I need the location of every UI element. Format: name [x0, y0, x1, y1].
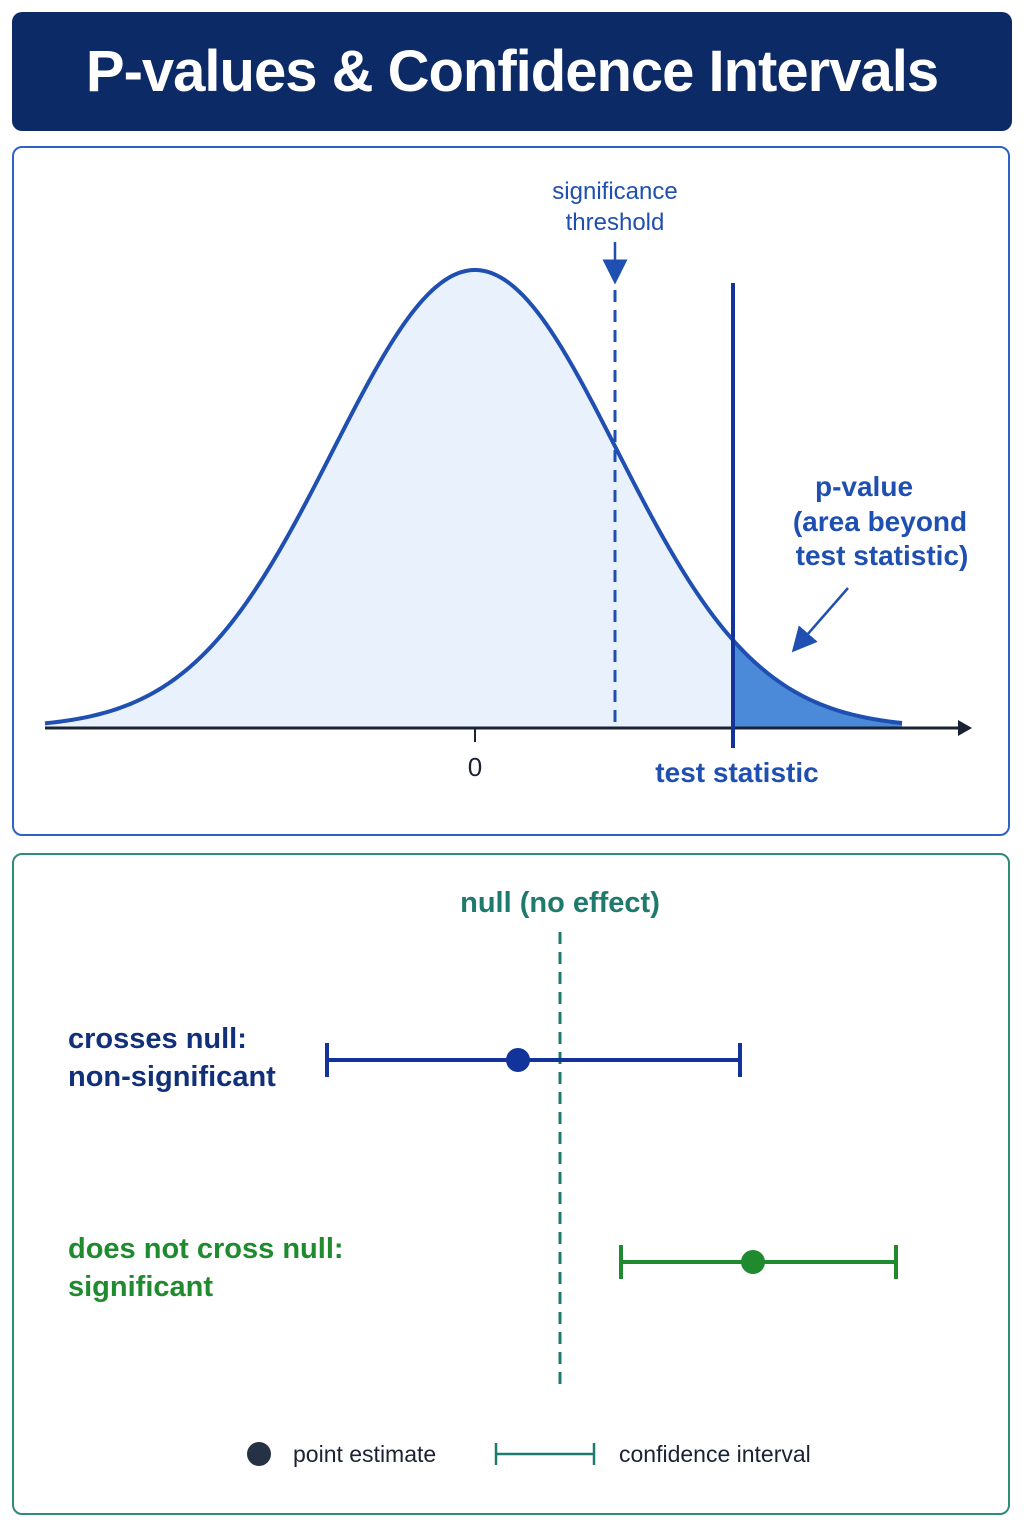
distribution-area	[45, 270, 902, 728]
row1-label-line2: non-significant	[68, 1061, 276, 1093]
threshold-label-line2: threshold	[566, 209, 665, 236]
p-value-tail-area	[733, 640, 902, 728]
legend-confidence-interval-label: confidence interval	[619, 1441, 811, 1467]
row2-label-line1: does not cross null:	[68, 1233, 344, 1265]
zero-label: 0	[468, 752, 482, 782]
null-label: null (no effect)	[460, 887, 660, 919]
row2-label-line2: significant	[68, 1271, 213, 1303]
row1-point-estimate	[506, 1048, 530, 1072]
p-value-arrow	[791, 587, 849, 653]
p-value-label-line3: test statistic)	[796, 540, 969, 571]
row2-point-estimate	[741, 1250, 765, 1274]
p-value-label-line1: p-value	[815, 471, 913, 502]
threshold-label-line1: significance	[552, 178, 677, 205]
test-statistic-label: test statistic	[655, 757, 818, 788]
row1-label-line1: crosses null:	[68, 1023, 247, 1055]
confidence-interval-panel	[12, 853, 1010, 1515]
x-axis-arrowhead	[958, 720, 972, 736]
distribution-curve	[44, 268, 903, 726]
p-value-label-line2: (area beyond	[793, 506, 967, 537]
legend-point-estimate-icon	[247, 1442, 271, 1466]
legend-point-estimate-label: point estimate	[293, 1441, 436, 1467]
title-banner: P-values & Confidence Intervals	[12, 12, 1012, 131]
page-title: P-values & Confidence Intervals	[85, 39, 939, 104]
